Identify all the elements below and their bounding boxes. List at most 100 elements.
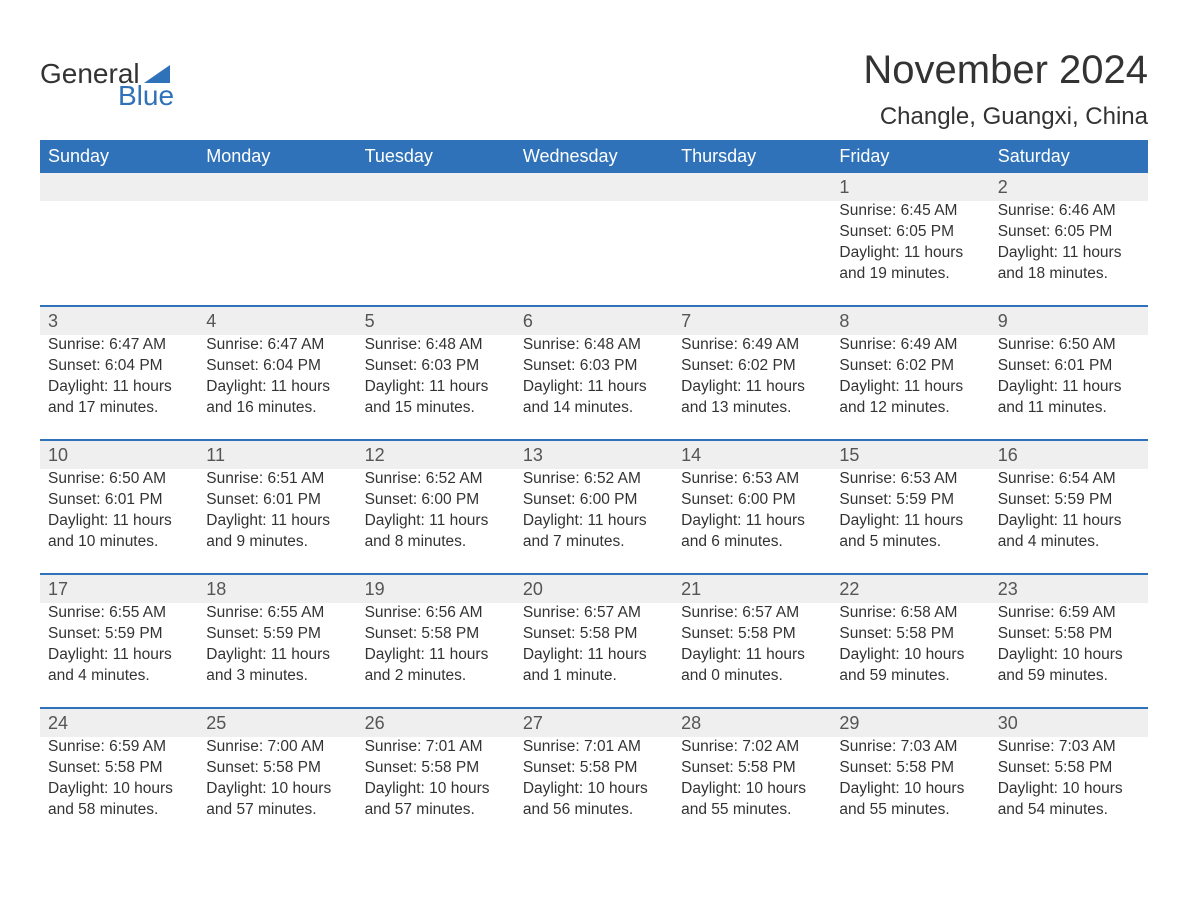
day-number: 13: [515, 440, 673, 469]
daylight-text: Daylight: 11 hours: [48, 511, 190, 532]
weekday-header: Friday: [831, 140, 989, 173]
sunset-text: Sunset: 6:05 PM: [839, 222, 981, 243]
sunrise-text: Sunrise: 6:49 AM: [839, 335, 981, 356]
day-detail: Sunrise: 7:00 AMSunset: 5:58 PMDaylight:…: [198, 737, 356, 841]
logo: General Blue: [40, 60, 174, 110]
daylight-text: Daylight: 10 hours: [206, 779, 348, 800]
sunset-text: Sunset: 6:00 PM: [681, 490, 823, 511]
day-detail: Sunrise: 7:01 AMSunset: 5:58 PMDaylight:…: [515, 737, 673, 841]
daylight-text: Daylight: 11 hours: [681, 511, 823, 532]
sunset-text: Sunset: 5:58 PM: [48, 758, 190, 779]
sunrise-text: Sunrise: 6:59 AM: [48, 737, 190, 758]
day-number: 9: [990, 306, 1148, 335]
day-detail: Sunrise: 6:55 AMSunset: 5:59 PMDaylight:…: [40, 603, 198, 708]
daylight-text: and 14 minutes.: [523, 398, 665, 419]
day-number: 1: [831, 173, 989, 201]
daylight-text: and 59 minutes.: [998, 666, 1140, 687]
daylight-text: Daylight: 11 hours: [681, 645, 823, 666]
sunrise-text: Sunrise: 6:59 AM: [998, 603, 1140, 624]
weekday-header: Saturday: [990, 140, 1148, 173]
sunrise-text: Sunrise: 6:53 AM: [681, 469, 823, 490]
day-number: 16: [990, 440, 1148, 469]
day-detail: Sunrise: 7:01 AMSunset: 5:58 PMDaylight:…: [357, 737, 515, 841]
daylight-text: Daylight: 11 hours: [206, 511, 348, 532]
daylight-text: and 57 minutes.: [206, 800, 348, 821]
sunrise-text: Sunrise: 6:58 AM: [839, 603, 981, 624]
sunset-text: Sunset: 5:58 PM: [998, 758, 1140, 779]
sunset-text: Sunset: 5:59 PM: [206, 624, 348, 645]
daylight-text: and 9 minutes.: [206, 532, 348, 553]
daylight-text: and 6 minutes.: [681, 532, 823, 553]
daylight-text: and 3 minutes.: [206, 666, 348, 687]
day-number: 19: [357, 574, 515, 603]
day-detail: Sunrise: 6:50 AMSunset: 6:01 PMDaylight:…: [990, 335, 1148, 440]
weekday-header: Tuesday: [357, 140, 515, 173]
daylight-text: Daylight: 10 hours: [523, 779, 665, 800]
daylight-text: Daylight: 11 hours: [839, 243, 981, 264]
page-title: November 2024: [863, 48, 1148, 93]
sunrise-text: Sunrise: 6:56 AM: [365, 603, 507, 624]
empty-cell: [515, 173, 673, 201]
daylight-text: Daylight: 11 hours: [998, 511, 1140, 532]
sunrise-text: Sunrise: 7:00 AM: [206, 737, 348, 758]
daylight-text: and 1 minute.: [523, 666, 665, 687]
sunset-text: Sunset: 6:01 PM: [998, 356, 1140, 377]
empty-cell: [40, 201, 198, 306]
sunset-text: Sunset: 6:02 PM: [681, 356, 823, 377]
day-number: 6: [515, 306, 673, 335]
sunrise-text: Sunrise: 6:50 AM: [998, 335, 1140, 356]
week-detail-row: Sunrise: 6:45 AMSunset: 6:05 PMDaylight:…: [40, 201, 1148, 306]
day-detail: Sunrise: 6:59 AMSunset: 5:58 PMDaylight:…: [990, 603, 1148, 708]
sunrise-text: Sunrise: 6:55 AM: [206, 603, 348, 624]
day-detail: Sunrise: 6:57 AMSunset: 5:58 PMDaylight:…: [515, 603, 673, 708]
day-detail: Sunrise: 7:03 AMSunset: 5:58 PMDaylight:…: [831, 737, 989, 841]
empty-cell: [198, 173, 356, 201]
daylight-text: and 55 minutes.: [839, 800, 981, 821]
sunset-text: Sunset: 5:59 PM: [998, 490, 1140, 511]
day-detail: Sunrise: 6:48 AMSunset: 6:03 PMDaylight:…: [515, 335, 673, 440]
sunset-text: Sunset: 5:58 PM: [839, 758, 981, 779]
sunset-text: Sunset: 6:05 PM: [998, 222, 1140, 243]
day-number: 11: [198, 440, 356, 469]
day-number: 24: [40, 708, 198, 737]
day-detail: Sunrise: 6:49 AMSunset: 6:02 PMDaylight:…: [673, 335, 831, 440]
day-detail: Sunrise: 6:59 AMSunset: 5:58 PMDaylight:…: [40, 737, 198, 841]
day-number: 5: [357, 306, 515, 335]
daylight-text: and 57 minutes.: [365, 800, 507, 821]
sunrise-text: Sunrise: 7:01 AM: [365, 737, 507, 758]
day-number: 26: [357, 708, 515, 737]
daylight-text: Daylight: 11 hours: [48, 377, 190, 398]
sunset-text: Sunset: 5:58 PM: [206, 758, 348, 779]
daylight-text: Daylight: 11 hours: [523, 645, 665, 666]
day-number: 23: [990, 574, 1148, 603]
sunset-text: Sunset: 5:58 PM: [681, 758, 823, 779]
sunset-text: Sunset: 6:01 PM: [48, 490, 190, 511]
daylight-text: and 18 minutes.: [998, 264, 1140, 285]
day-detail: Sunrise: 6:50 AMSunset: 6:01 PMDaylight:…: [40, 469, 198, 574]
sunrise-text: Sunrise: 7:01 AM: [523, 737, 665, 758]
day-detail: Sunrise: 6:52 AMSunset: 6:00 PMDaylight:…: [515, 469, 673, 574]
day-number: 22: [831, 574, 989, 603]
sunset-text: Sunset: 6:01 PM: [206, 490, 348, 511]
daylight-text: Daylight: 11 hours: [365, 645, 507, 666]
daylight-text: and 55 minutes.: [681, 800, 823, 821]
daylight-text: Daylight: 11 hours: [839, 511, 981, 532]
day-detail: Sunrise: 7:03 AMSunset: 5:58 PMDaylight:…: [990, 737, 1148, 841]
day-detail: Sunrise: 6:48 AMSunset: 6:03 PMDaylight:…: [357, 335, 515, 440]
week-daynum-row: 17181920212223: [40, 574, 1148, 603]
daylight-text: and 58 minutes.: [48, 800, 190, 821]
day-number: 4: [198, 306, 356, 335]
location-subtitle: Changle, Guangxi, China: [863, 103, 1148, 131]
empty-cell: [40, 173, 198, 201]
sunrise-text: Sunrise: 6:50 AM: [48, 469, 190, 490]
daylight-text: Daylight: 11 hours: [206, 645, 348, 666]
daylight-text: and 10 minutes.: [48, 532, 190, 553]
sunset-text: Sunset: 5:59 PM: [839, 490, 981, 511]
sunset-text: Sunset: 5:58 PM: [681, 624, 823, 645]
daylight-text: Daylight: 11 hours: [365, 511, 507, 532]
daylight-text: Daylight: 11 hours: [998, 243, 1140, 264]
weekday-header: Wednesday: [515, 140, 673, 173]
daylight-text: and 4 minutes.: [998, 532, 1140, 553]
sunrise-text: Sunrise: 6:49 AM: [681, 335, 823, 356]
empty-cell: [357, 173, 515, 201]
